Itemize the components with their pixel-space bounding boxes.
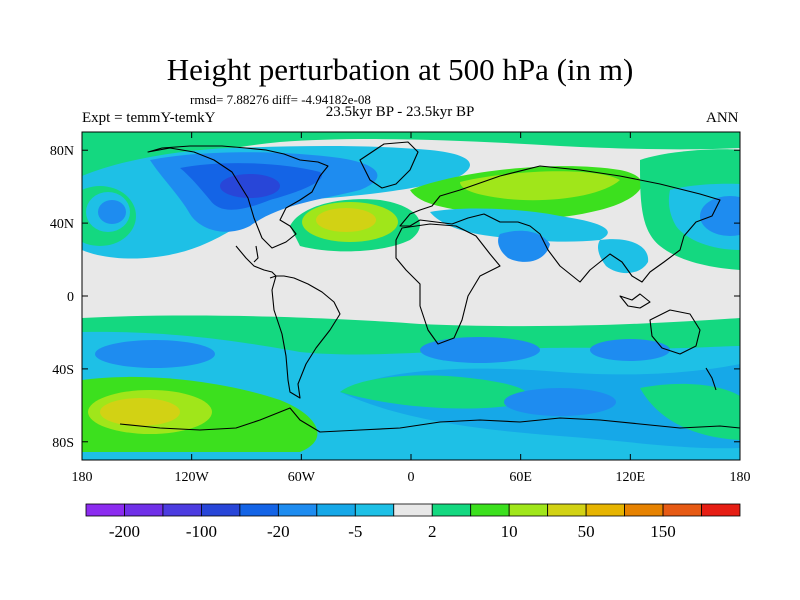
lon-tick-label: 60W — [288, 470, 316, 485]
lat-tick-label: 40N — [50, 217, 74, 232]
lon-tick-label: 120E — [616, 470, 646, 485]
lat-tick-label: 40S — [52, 363, 74, 378]
plot-title: Height perturbation at 500 hPa (in m) — [166, 52, 634, 87]
field-band-30 — [700, 196, 740, 236]
colorbar-label: 2 — [428, 522, 437, 541]
field-band-11 — [504, 388, 616, 416]
lon-tick-label: 180 — [72, 470, 93, 485]
colorbar-box — [508, 503, 549, 517]
lat-tick-label: 80N — [50, 144, 74, 159]
colorbar-box — [239, 503, 279, 517]
lon-tick-label: 0 — [408, 470, 415, 485]
colorbar-label: 50 — [578, 522, 595, 541]
field-band-16 — [220, 174, 280, 198]
period-text: 23.5kyr BP - 23.5kyr BP — [325, 104, 475, 120]
coastlines — [119, 141, 740, 433]
field-band-24 — [460, 171, 620, 201]
lat-tick-label: 80S — [52, 436, 74, 451]
field-band-3 — [95, 340, 215, 368]
field-band-22 — [316, 208, 376, 232]
colorbar-box — [85, 503, 125, 517]
field-band-19 — [98, 200, 126, 224]
colorbar-box — [431, 503, 472, 517]
colorbar-label: -20 — [267, 522, 290, 541]
field-band-26 — [498, 230, 550, 262]
lon-tick-label: 60E — [509, 470, 532, 485]
lat-tick-label: 0 — [67, 290, 74, 305]
colorbar-box — [124, 503, 164, 517]
colorbar-box — [316, 503, 356, 517]
colorbar-box — [624, 503, 664, 517]
colorbar-box — [201, 503, 241, 517]
field-band-12 — [82, 132, 740, 190]
colorbar-box — [701, 503, 741, 517]
colorbar-label: -100 — [186, 522, 217, 541]
lon-tick-label: 180 — [730, 470, 751, 485]
field-band-8 — [100, 398, 180, 426]
colorbar-label: -5 — [348, 522, 362, 541]
colorbar: -200 -100 -20 -5 2 10 50 150 — [85, 503, 741, 541]
colorbar-label: -200 — [109, 522, 140, 541]
colorbar-box — [354, 503, 395, 517]
field-band-4 — [420, 337, 540, 363]
colorbar-box — [162, 503, 202, 517]
field-band-5 — [590, 339, 670, 361]
colorbar-box — [662, 503, 702, 517]
colorbar-label: 10 — [501, 522, 518, 541]
field-band-9 — [340, 375, 528, 409]
axis-ticks: 180 120W 60W 0 60E 120E 180 80N 40N 0 40S 80S — [50, 132, 751, 485]
season-label: ANN — [706, 110, 739, 126]
stats-text: rmsd= 7.88276 diff= -4.94182e-08 — [190, 92, 371, 107]
colorbar-box — [393, 503, 433, 517]
colorbar-box — [277, 503, 318, 517]
field-band-27 — [598, 239, 649, 274]
colorbar-box — [547, 503, 587, 517]
colorbar-label: 150 — [650, 522, 676, 541]
height-field — [82, 132, 740, 460]
colorbar-box — [585, 503, 625, 517]
lon-tick-label: 120W — [175, 470, 210, 485]
experiment-label: Expt = temmY-temkY — [82, 110, 216, 126]
colorbar-box — [470, 503, 510, 517]
